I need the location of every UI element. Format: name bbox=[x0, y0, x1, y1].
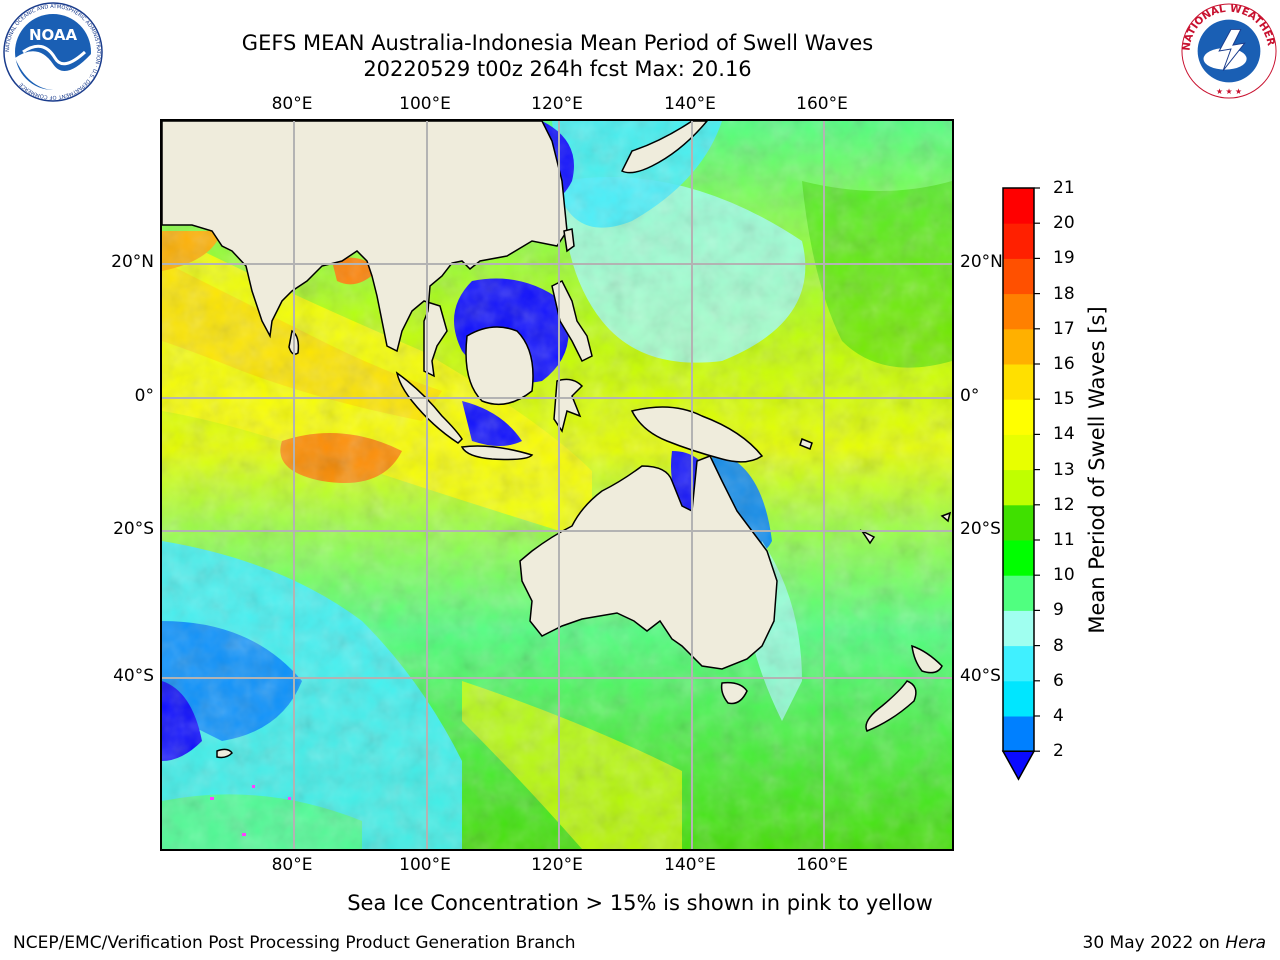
noaa-logo: NOAA NATIONAL OCEANIC AND ATMOSPHERIC AD… bbox=[3, 2, 103, 102]
credit-date: 30 May 2022 on Hera bbox=[1083, 933, 1267, 953]
lat-label-right: 20°N bbox=[960, 252, 1003, 272]
colorbar-segment bbox=[1003, 469, 1034, 506]
colorbar-tick-label: 13 bbox=[1053, 459, 1075, 480]
colorbar-segment bbox=[1003, 680, 1034, 717]
lon-label-bottom: 80°E bbox=[271, 855, 313, 875]
colorbar-tick-label: 14 bbox=[1053, 424, 1075, 445]
lat-label-left: 20°S bbox=[113, 519, 154, 539]
graticule bbox=[162, 121, 952, 849]
lat-label-left: 20°N bbox=[111, 252, 154, 272]
lon-label-top: 140°E bbox=[664, 94, 716, 114]
sea-ice-note: Sea Ice Concentration > 15% is shown in … bbox=[0, 891, 1280, 915]
land-masses bbox=[162, 121, 952, 759]
lat-label-right: 0° bbox=[960, 386, 980, 406]
credit-branch: NCEP/EMC/Verification Post Processing Pr… bbox=[13, 933, 576, 953]
colorbar-tick-label: 12 bbox=[1053, 494, 1075, 515]
colorbar-tick-label: 16 bbox=[1053, 354, 1075, 374]
lon-label-bottom: 100°E bbox=[399, 855, 451, 875]
colorbar-tick-label: 4 bbox=[1053, 706, 1064, 726]
lon-label-top: 80°E bbox=[271, 94, 313, 114]
colorbar-extend-arrow bbox=[1001, 750, 1036, 781]
colorbar-tick-label: 15 bbox=[1053, 389, 1075, 410]
lat-label-left: 0° bbox=[134, 386, 154, 406]
lon-label-top: 160°E bbox=[796, 94, 848, 114]
colorbar-tick-label: 2 bbox=[1053, 741, 1064, 762]
colorbar-segment bbox=[1003, 575, 1034, 611]
credit-machine: Hera bbox=[1225, 933, 1266, 953]
lon-label-bottom: 120°E bbox=[531, 855, 583, 875]
colorbar-tick-label: 17 bbox=[1053, 318, 1075, 339]
colorbar-segment bbox=[1003, 434, 1034, 471]
lon-label-top: 120°E bbox=[531, 94, 583, 114]
colorbar-segment bbox=[1003, 328, 1034, 365]
colorbar-segment bbox=[1003, 610, 1034, 647]
lat-label-right: 40°S bbox=[960, 666, 1001, 686]
map-panel bbox=[160, 119, 954, 851]
swell-period-map bbox=[162, 121, 952, 849]
lon-label-bottom: 140°E bbox=[664, 855, 716, 875]
colorbar-segment bbox=[1003, 399, 1034, 435]
colorbar-segment bbox=[1003, 504, 1034, 541]
lat-label-right: 20°S bbox=[960, 519, 1001, 539]
chart-title: GEFS MEAN Australia-Indonesia Mean Perio… bbox=[241, 31, 874, 55]
colorbar-tick-label: 18 bbox=[1053, 283, 1075, 304]
colorbar-tick-label: 11 bbox=[1053, 530, 1075, 550]
colorbar-segment bbox=[1003, 258, 1034, 295]
colorbar-tick-label: 6 bbox=[1053, 670, 1064, 691]
lat-label-left: 40°S bbox=[113, 666, 154, 686]
nws-logo: NATIONAL WEATHER SERVICE ★ ★ ★ bbox=[1176, 0, 1278, 100]
colorbar-tick-label: 8 bbox=[1053, 635, 1064, 656]
colorbar bbox=[1001, 187, 1040, 782]
colorbar-segment bbox=[1003, 645, 1034, 682]
credit-date-text: 30 May 2022 on bbox=[1082, 933, 1226, 953]
colorbar-tick-label: 10 bbox=[1053, 565, 1075, 586]
colorbar-segment bbox=[1003, 540, 1034, 576]
sea-ice-note-text: Sea Ice Concentration > 15% is shown in … bbox=[347, 891, 933, 915]
colorbar-label: Mean Period of Swell Waves [s] bbox=[1085, 306, 1109, 634]
lon-label-top: 100°E bbox=[399, 94, 451, 114]
colorbar-segment bbox=[1003, 188, 1034, 224]
colorbar-segment bbox=[1003, 716, 1034, 752]
noaa-logo-text: NOAA bbox=[29, 26, 78, 44]
colorbar-tick-label: 9 bbox=[1053, 600, 1064, 621]
colorbar-tick-label: 21 bbox=[1053, 178, 1075, 198]
svg-text:★ ★ ★: ★ ★ ★ bbox=[1216, 87, 1242, 96]
colorbar-tick-label: 19 bbox=[1053, 248, 1075, 269]
chart-subtitle: 20220529 t00z 264h fcst Max: 20.16 bbox=[363, 57, 752, 81]
colorbar-tick-label: 20 bbox=[1053, 213, 1075, 234]
colorbar-segment bbox=[1003, 364, 1034, 400]
colorbar-segment bbox=[1003, 293, 1034, 330]
lon-label-bottom: 160°E bbox=[796, 855, 848, 875]
colorbar-segment bbox=[1003, 223, 1034, 259]
